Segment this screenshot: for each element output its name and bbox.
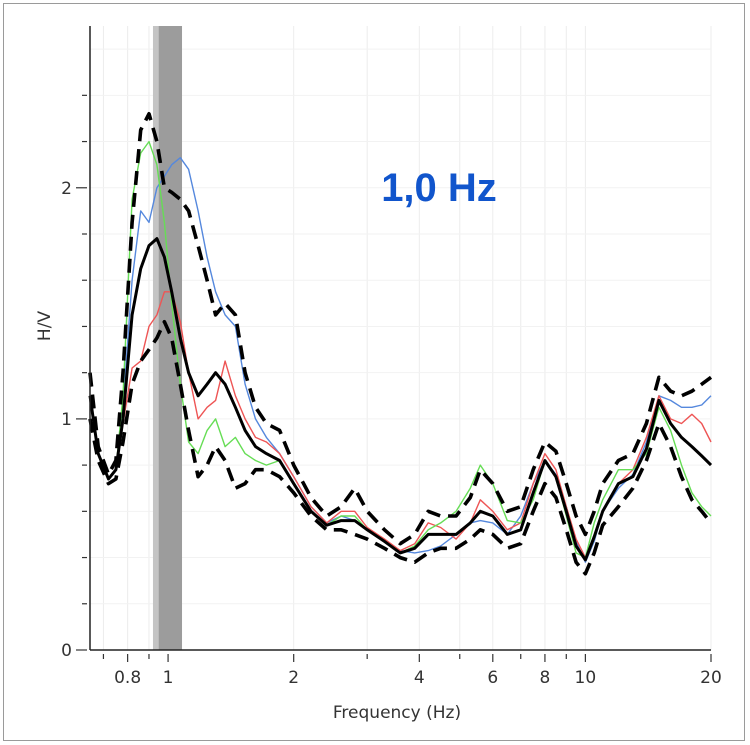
peak-frequency-annotation: 1,0 Hz [381,166,497,210]
x-axis-label: Frequency (Hz) [333,703,461,723]
peak-band-std [158,26,183,650]
x-tick-label: 6 [487,668,498,688]
grid [90,26,712,650]
chart-frame: 0.8 1 2 4 6 8 10 20 0 1 2 Frequency (Hz) H/V 1,0 H… [3,3,745,741]
x-tick-label: 2 [288,668,299,688]
x-tick-label: 0.8 [114,668,141,688]
x-tick-label: 4 [414,668,425,688]
hv-spectrum-chart: 0.8 1 2 4 6 8 10 20 0 1 2 Frequency (Hz) H/V 1,0 H… [35,26,722,723]
y-tick-label: 0 [61,641,72,661]
curves [88,112,713,576]
curve-3 [88,237,713,562]
y-axis-label: H/V [35,311,55,342]
x-tick-label: 20 [700,668,722,688]
y-tick-label: 2 [61,179,72,199]
x-tick-label: 8 [540,668,551,688]
x-tick-label: 10 [575,668,597,688]
y-tick-label: 1 [61,410,72,430]
curve-1 [89,291,712,559]
axes [76,26,712,662]
x-tick-label: 1 [163,668,174,688]
tick-labels: 0.8 1 2 4 6 8 10 20 0 1 2 [61,179,722,688]
curve-5 [88,320,713,576]
curve-0 [89,157,712,563]
curve-4 [88,112,713,546]
